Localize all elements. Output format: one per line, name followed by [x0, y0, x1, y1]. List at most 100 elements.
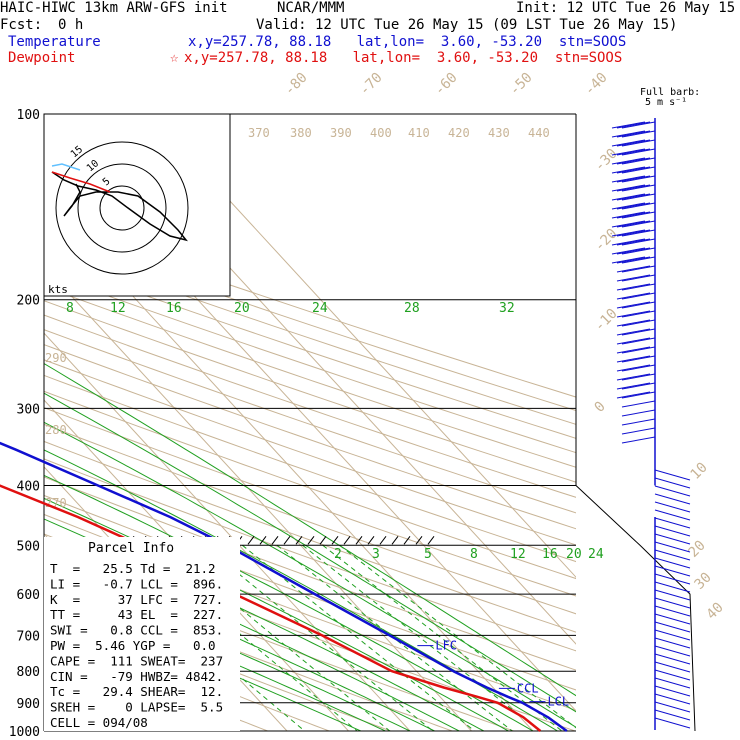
wind-barb: [654, 621, 691, 633]
wind-barb: [621, 166, 656, 174]
hodograph-upper-trace: [51, 163, 81, 171]
isotherm-label--80: -80: [282, 70, 311, 99]
wind-barb: [621, 238, 656, 246]
hatch-mark: [403, 535, 411, 545]
barb-legend-unit: 5 m s⁻¹: [645, 97, 687, 108]
parcel-info-row: CIN = -79 HWBZ= 4842.: [50, 669, 223, 684]
wind-barb: [654, 485, 691, 497]
dry-adiabat-320: [44, 494, 576, 691]
wind-barb: [654, 581, 691, 593]
wind-barb: [621, 400, 656, 408]
wind-barb: [621, 301, 656, 309]
parcel-info-row: PW = 5.46 YGP = 0.0: [50, 638, 216, 653]
frame-bevel: [575, 485, 696, 732]
parcel-info-row: K = 37 LFC = 727.: [50, 592, 223, 607]
wind-barb: [621, 265, 656, 273]
wind-barb: [654, 661, 691, 673]
pressure-label-900: 900: [17, 697, 40, 712]
wind-barb: [616, 337, 651, 345]
isotherm-label--20: -20: [592, 226, 621, 255]
dry-adiabat-label-290: 290: [45, 351, 67, 365]
wind-barb: [616, 283, 651, 291]
legend-temperature: Temperature: [8, 34, 101, 50]
wind-barb: [654, 501, 691, 513]
series-temperature: [0, 441, 568, 733]
wind-barb: [654, 701, 691, 713]
parcel-info-title: Parcel Info: [88, 541, 174, 556]
parcel-info-row: TT = 43 EL = 227.: [50, 607, 223, 622]
dry-adiabat-label-390: 390: [330, 126, 352, 140]
mixing-ratio-label-20: 20: [566, 547, 582, 562]
pressure-label-100: 100: [17, 108, 40, 123]
wind-barb: [621, 355, 656, 363]
wind-barb: [611, 256, 646, 264]
moist-adiabat-32: [44, 392, 576, 713]
hatch-mark: [283, 535, 291, 545]
hatch-mark: [307, 535, 315, 545]
parcel-info-row: SWI = 0.8 CCL = 853.: [50, 623, 223, 638]
moist-adiabat-label-8: 8: [66, 301, 74, 316]
wind-barb: [621, 139, 656, 147]
wind-barb: [621, 121, 656, 129]
mixing-ratio-label-3: 3: [372, 547, 380, 562]
hatch-mark: [259, 535, 267, 545]
mixing-ratio-label-2: 2: [334, 547, 342, 562]
wind-barb: [611, 202, 646, 210]
wind-barb: [611, 121, 646, 129]
wind-barb: [654, 493, 691, 505]
wind-barb: [654, 549, 691, 561]
moist-adiabat-24: [44, 449, 558, 731]
wind-barb: [621, 274, 656, 282]
dry-adiabat-350: [44, 440, 576, 633]
hodograph-trace: [51, 171, 188, 242]
wind-barb: [611, 238, 646, 246]
wind-barb: [621, 130, 656, 138]
dewpoint-location: x,y=257.78, 88.18 lat,lon= 3.60, -53.20 …: [184, 50, 623, 66]
wind-barb: [654, 709, 691, 721]
level-label-lcl: LCL: [547, 695, 569, 709]
dry-adiabat-340: [44, 458, 576, 652]
wind-barb: [611, 175, 646, 183]
mixing-ratio-16: [302, 544, 541, 731]
hatch-mark: [355, 535, 363, 545]
hatch-mark: [295, 535, 303, 545]
pressure-label-400: 400: [17, 479, 40, 494]
wind-barb: [654, 509, 691, 521]
dry-adiabat-440: [44, 300, 576, 483]
wind-barb: [621, 418, 656, 426]
wind-barb: [654, 669, 691, 681]
hatch-mark: [247, 535, 255, 545]
wind-barb: [621, 256, 656, 264]
wind-barb: [654, 477, 691, 489]
dry-adiabat-label-440: 440: [528, 126, 550, 140]
wind-barb: [654, 693, 691, 705]
moist-adiabat--8: [44, 594, 362, 731]
wind-barb: [611, 247, 646, 255]
level-label-lfc: LFC: [435, 639, 457, 653]
wind-barb: [654, 637, 691, 649]
wind-barb: [654, 565, 691, 577]
wind-barb: [621, 229, 656, 237]
wind-barb: [611, 229, 646, 237]
wind-barb: [616, 310, 651, 318]
moist-adiabat-28: [44, 421, 576, 728]
hodograph-lower-trace: [51, 171, 111, 193]
mixing-ratio-label-5: 5: [424, 547, 432, 562]
wind-barb: [654, 717, 691, 729]
moist-adiabat-label-32: 32: [499, 301, 515, 316]
wind-barb: [616, 301, 651, 309]
wind-barb: [616, 175, 651, 183]
valid-time: Valid: 12 UTC Tue 26 May 15 (09 LST Tue …: [256, 17, 678, 33]
wind-barb: [616, 148, 651, 156]
hatch-mark: [391, 535, 399, 545]
dry-adiabat-label-400: 400: [370, 126, 392, 140]
wind-barb: [616, 220, 651, 228]
wind-barb: [654, 541, 691, 553]
wind-barb: [621, 409, 656, 417]
parcel-info-row: CELL = 094/08: [50, 715, 148, 730]
parcel-info-row: Tc = 29.4 SHEAR= 12.: [50, 684, 223, 699]
wind-barb: [616, 121, 651, 129]
isotherm-label-0: 0: [592, 399, 609, 416]
wind-barb: [654, 597, 691, 609]
